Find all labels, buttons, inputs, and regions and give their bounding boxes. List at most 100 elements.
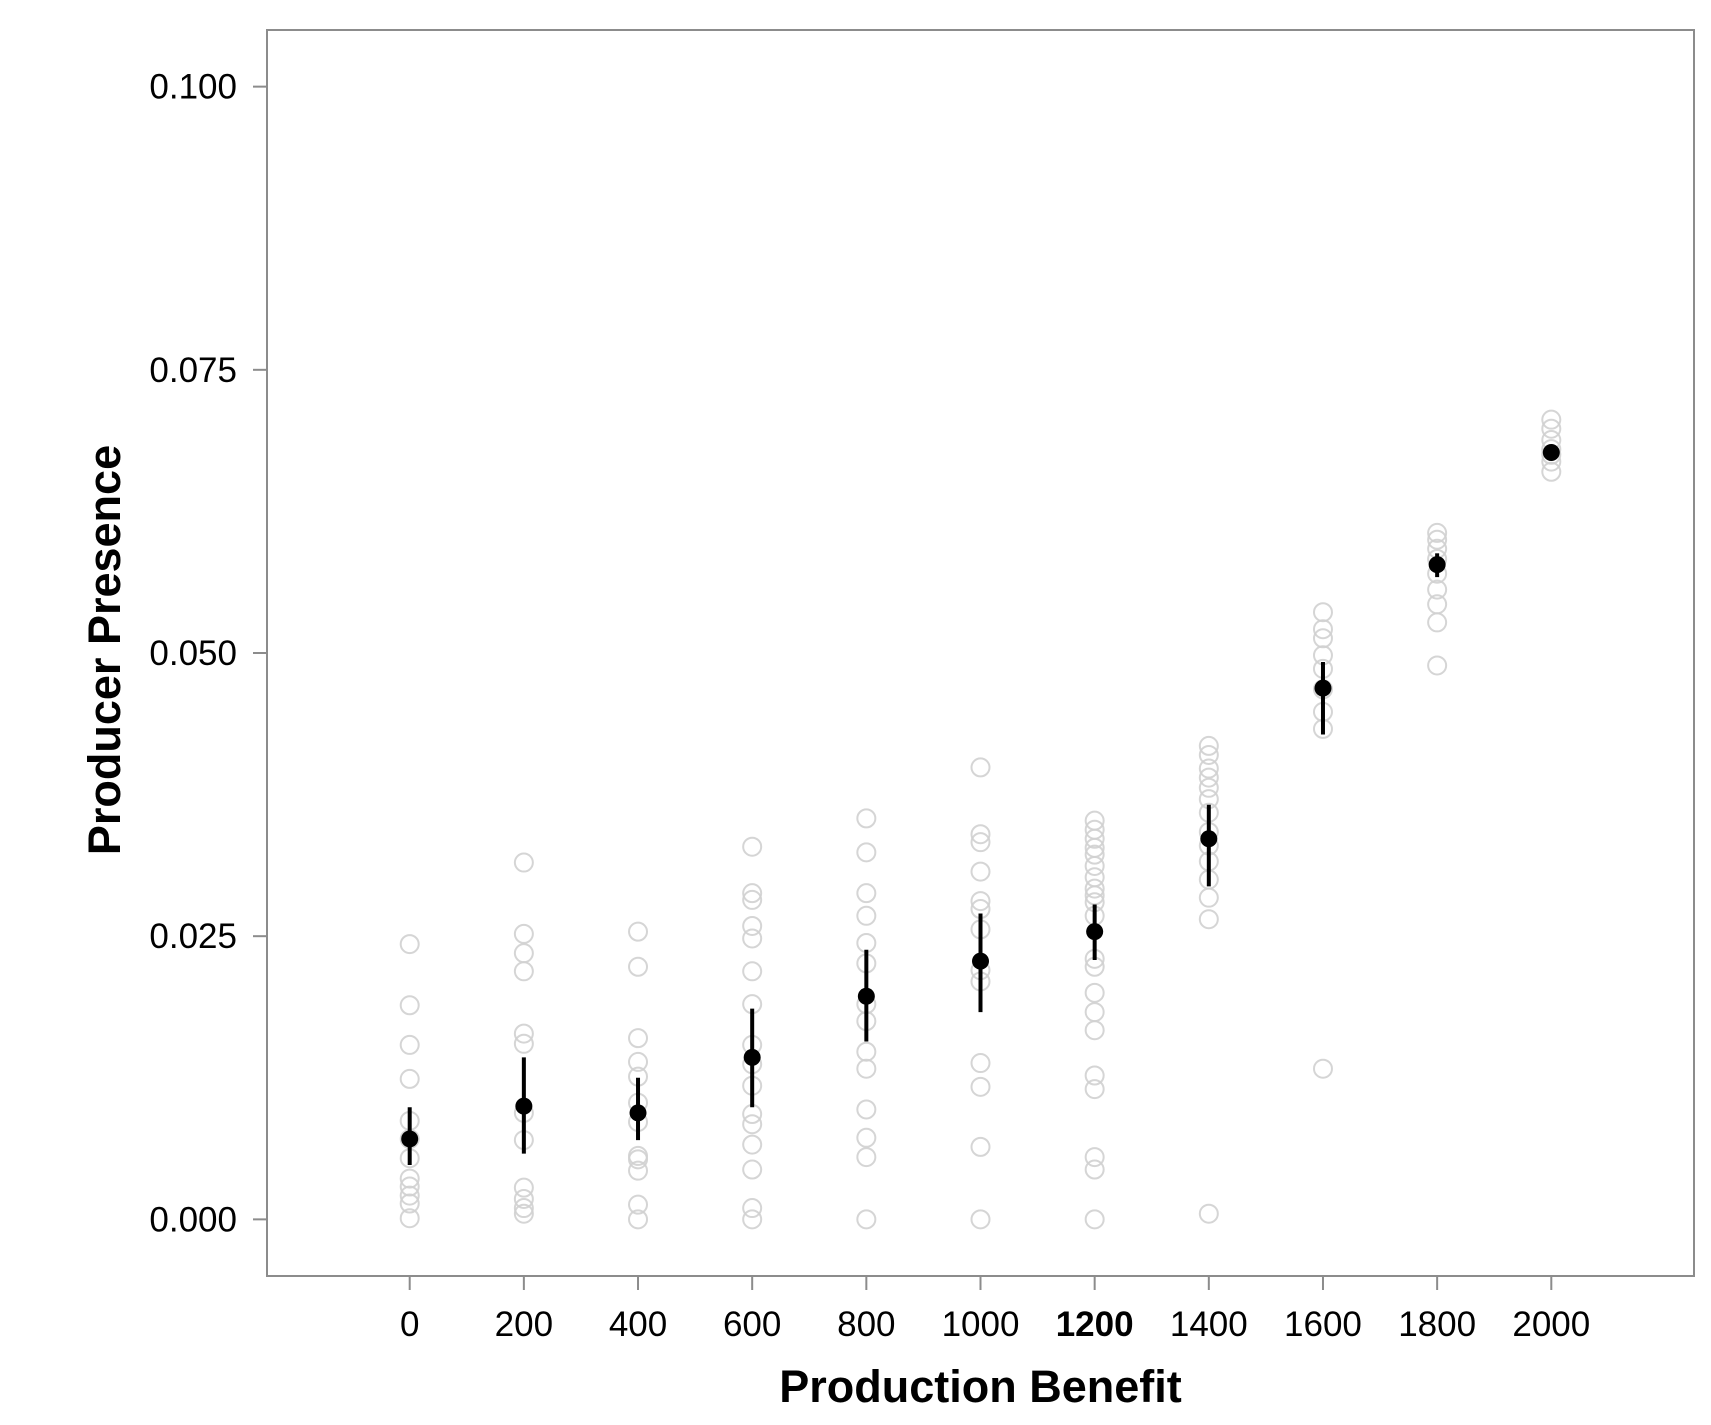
x-tick-label: 1800: [1398, 1305, 1476, 1344]
raw-data-point: [1312, 619, 1333, 640]
raw-data-point: [1312, 628, 1333, 649]
raw-data-point: [856, 1041, 877, 1062]
raw-data-point: [399, 1185, 420, 1206]
y-tick-label: 0.100: [149, 68, 237, 107]
mean-point: [1200, 830, 1218, 848]
raw-data-point: [742, 1159, 763, 1180]
raw-data-point: [742, 836, 763, 857]
x-tick-label: 0: [400, 1305, 419, 1344]
y-tick-label: 0.025: [149, 917, 237, 956]
raw-data-point: [399, 995, 420, 1016]
x-tick-label: 2000: [1512, 1305, 1590, 1344]
raw-data-point: [513, 1177, 534, 1198]
x-tick-label: 800: [837, 1305, 895, 1344]
raw-data-point: [399, 1193, 420, 1214]
raw-data-point: [970, 861, 991, 882]
x-axis: 0 200 400 600 800 1000 1200 1400 1600 1800 2000: [400, 1276, 1590, 1344]
raw-data-point: [970, 1136, 991, 1157]
y-axis: 0.000 0.025 0.050 0.075 0.100: [149, 68, 267, 1239]
mean-point: [629, 1104, 647, 1122]
raw-data-point: [1084, 844, 1105, 865]
mean-points: [401, 444, 1560, 1148]
mean-point: [1428, 556, 1446, 574]
raw-data-point: [742, 961, 763, 982]
raw-data-point: [742, 1114, 763, 1135]
raw-data-point: [1541, 461, 1562, 482]
raw-data-point: [742, 1198, 763, 1219]
raw-data-point: [628, 1051, 649, 1072]
raw-data-point: [1198, 887, 1219, 908]
raw-points: [399, 409, 1562, 1230]
raw-data-point: [1427, 579, 1448, 600]
raw-data-point: [1198, 767, 1219, 788]
raw-data-point: [1084, 1147, 1105, 1168]
raw-data-point: [1427, 522, 1448, 543]
raw-data-point: [628, 1160, 649, 1181]
raw-data-point: [513, 1023, 534, 1044]
raw-data-point: [970, 891, 991, 912]
raw-data-point: [970, 1076, 991, 1097]
raw-data-point: [1541, 418, 1562, 439]
raw-data-point: [856, 905, 877, 926]
raw-data-point: [856, 1209, 877, 1230]
mean-point: [743, 1048, 761, 1066]
raw-data-point: [628, 1028, 649, 1049]
raw-data-point: [399, 1068, 420, 1089]
raw-data-point: [399, 934, 420, 955]
y-tick-label: 0.050: [149, 634, 237, 673]
raw-data-point: [742, 915, 763, 936]
raw-data-point: [399, 1034, 420, 1055]
raw-data-point: [856, 1127, 877, 1148]
raw-data-point: [1084, 1065, 1105, 1086]
raw-data-point: [628, 956, 649, 977]
x-tick-label: 400: [609, 1305, 667, 1344]
x-axis-title: Production Benefit: [779, 1361, 1182, 1412]
raw-data-point: [1541, 409, 1562, 430]
raw-data-point: [399, 1168, 420, 1189]
x-tick-label: 1000: [942, 1305, 1020, 1344]
mean-point: [1086, 923, 1104, 941]
mean-point: [857, 987, 875, 1005]
mean-point: [1314, 679, 1332, 697]
raw-data-point: [856, 1147, 877, 1168]
raw-data-point: [1312, 1058, 1333, 1079]
raw-data-point: [742, 1209, 763, 1230]
raw-data-point: [1198, 909, 1219, 930]
x-tick-label: 1600: [1284, 1305, 1362, 1344]
raw-data-point: [742, 889, 763, 910]
raw-data-point: [513, 1198, 534, 1219]
raw-data-point: [970, 824, 991, 845]
raw-data-point: [513, 1033, 534, 1054]
raw-data-point: [513, 923, 534, 944]
raw-data-point: [742, 883, 763, 904]
mean-point: [515, 1097, 533, 1115]
raw-data-point: [1198, 735, 1219, 756]
raw-data-point: [513, 961, 534, 982]
raw-data-point: [513, 852, 534, 873]
raw-data-point: [1084, 1020, 1105, 1041]
raw-data-point: [970, 832, 991, 853]
raw-data-point: [856, 883, 877, 904]
raw-data-point: [1427, 655, 1448, 676]
raw-data-point: [1084, 855, 1105, 876]
raw-data-point: [1084, 885, 1105, 906]
raw-data-point: [1198, 744, 1219, 765]
y-tick-label: 0.075: [149, 351, 237, 390]
mean-point: [972, 952, 989, 970]
raw-data-point: [1084, 1159, 1105, 1180]
raw-data-point: [856, 842, 877, 863]
mean-point: [1542, 444, 1560, 462]
raw-data-point: [1084, 1079, 1105, 1100]
raw-data-point: [970, 757, 991, 778]
raw-data-point: [628, 1209, 649, 1230]
y-axis-title: Producer Presence: [79, 445, 130, 855]
x-tick-label: 1200: [1056, 1305, 1134, 1344]
raw-data-point: [513, 1203, 534, 1224]
raw-data-point: [1084, 878, 1105, 899]
raw-data-point: [742, 928, 763, 949]
raw-data-point: [1198, 777, 1219, 798]
raw-data-point: [742, 1134, 763, 1155]
raw-data-point: [399, 1176, 420, 1197]
